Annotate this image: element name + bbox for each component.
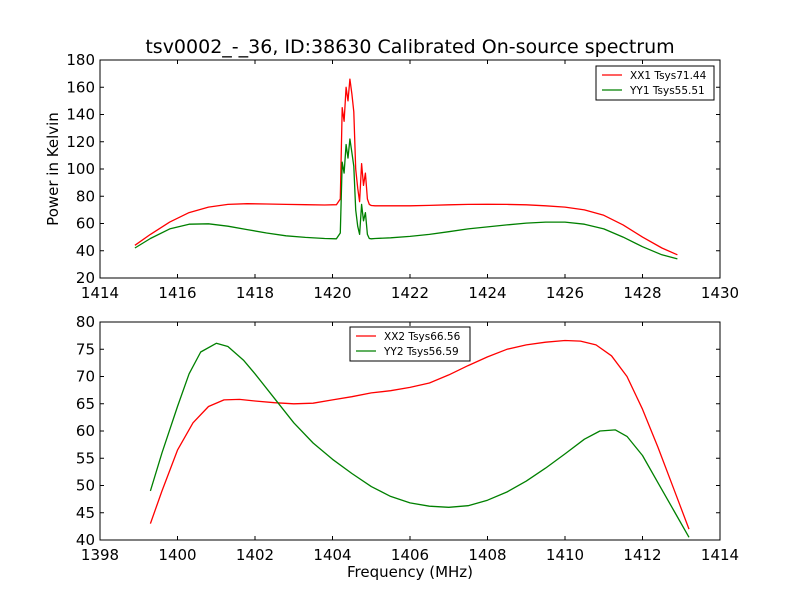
series-line-yy2 (149, 342, 690, 538)
x-axis-label: Frequency (MHz) (347, 563, 473, 581)
figure-title: tsv0002_-_36, ID:38630 Calibrated On-sou… (145, 36, 674, 58)
legend-entry: XX1 Tsys71.44 (630, 70, 707, 82)
series-line-yy1 (134, 138, 678, 260)
x-tick-label: 1416 (158, 284, 196, 302)
legend-box (349, 326, 471, 362)
series-line-xx2 (149, 339, 690, 530)
y-tick-label: 180 (66, 51, 95, 69)
y-tick-label: 75 (76, 340, 95, 358)
x-tick-label: 1398 (81, 546, 119, 564)
y-tick-label: 40 (76, 242, 95, 260)
x-tick-label: 1402 (236, 546, 274, 564)
y-tick-label: 55 (76, 449, 95, 467)
y-tick-label: 50 (76, 477, 95, 495)
y-tick-label: 160 (66, 78, 95, 96)
y-tick-label: 80 (76, 313, 95, 331)
y-tick-label: 20 (76, 269, 95, 287)
bottom-panel: 1398 1400 1402 1404 1406 1408 1410 1412 1414 40 45… (76, 313, 739, 581)
y-tick-label: 70 (76, 368, 95, 386)
y-tick-label: 120 (66, 133, 95, 151)
y-tick-label: 40 (76, 531, 95, 549)
x-tick-label: 1426 (546, 284, 584, 302)
y-tick-label: 100 (66, 160, 95, 178)
y-tick-label: 140 (66, 106, 95, 124)
y-tick-label: 60 (76, 422, 95, 440)
y-axis-label: Power in Kelvin (44, 112, 62, 226)
y-tick-label: 65 (76, 395, 95, 413)
x-tick-label: 1414 (81, 284, 119, 302)
x-tick-label: 1424 (468, 284, 506, 302)
y-tick-label: 45 (76, 504, 95, 522)
x-tick-label: 1418 (236, 284, 274, 302)
x-tick-label: 1422 (391, 284, 429, 302)
legend-entry: YY1 Tsys55.51 (629, 85, 705, 97)
x-tick-label: 1414 (701, 546, 739, 564)
x-tick-label: 1400 (158, 546, 196, 564)
legend-entry: YY2 Tsys56.59 (383, 346, 459, 358)
y-tick-label: 80 (76, 187, 95, 205)
x-tick-label: 1408 (468, 546, 506, 564)
x-tick-label: 1406 (391, 546, 429, 564)
legend-entry: XX2 Tsys66.56 (384, 331, 461, 343)
x-tick-label: 1428 (623, 284, 661, 302)
x-tick-label: 1410 (546, 546, 584, 564)
y-tick-label: 60 (76, 215, 95, 233)
x-tick-label: 1412 (623, 546, 661, 564)
top-panel: 1414 1416 1418 1420 1422 1424 1426 1428 1430 20 40… (44, 51, 739, 302)
x-tick-label: 1404 (313, 546, 351, 564)
x-tick-label: 1420 (313, 284, 351, 302)
legend-box (595, 65, 715, 101)
series-line-xx1 (134, 78, 678, 256)
x-tick-label: 1430 (701, 284, 739, 302)
